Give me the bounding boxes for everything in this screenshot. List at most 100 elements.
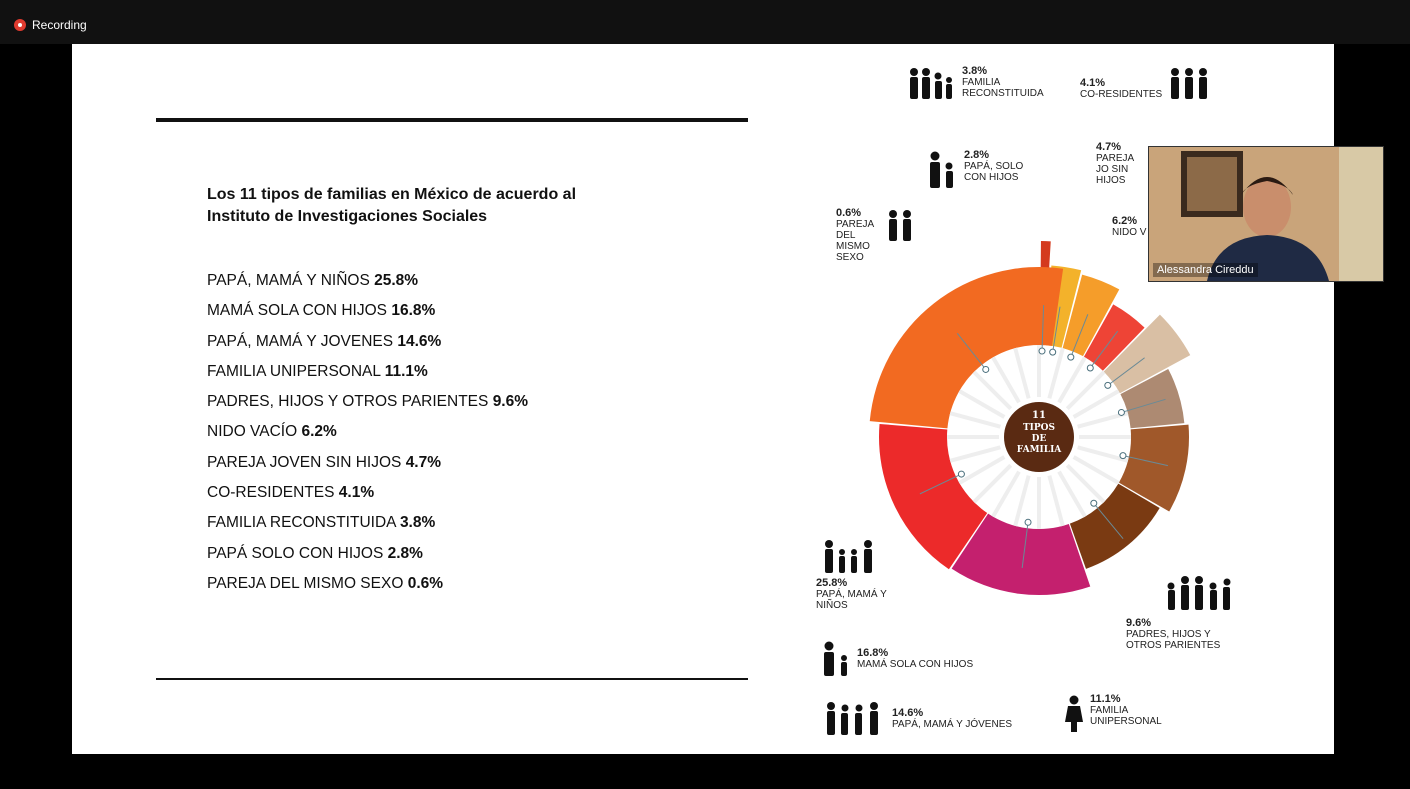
unipersonal-icon (1065, 695, 1083, 732)
list-item: MAMÁ SOLA CON HIJOS 16.8% (207, 296, 528, 326)
center-line-2: TIPOS (1023, 423, 1055, 433)
label-unipersonal: 11.1% FAMILIA UNIPERSONAL (1090, 693, 1170, 728)
list-item: PAPÁ, MAMÁ Y NIÑOS 25.8% (207, 266, 528, 296)
label-text: MAMÁ SOLA CON HIJOS (857, 659, 974, 670)
label-reconstituida: 3.8% FAMILIA RECONSTITUIDA (962, 66, 1044, 100)
participant-video-feed (1149, 147, 1383, 281)
item-value: 4.1% (338, 484, 375, 502)
center-spoke (1057, 470, 1087, 518)
family-donut-chart: 11 TIPOS DE FAMILIA (869, 241, 1191, 596)
center-spoke (958, 389, 1006, 419)
recording-indicator[interactable]: Recording (14, 18, 87, 32)
leader-line (1089, 330, 1119, 369)
presentation-slide: Los 11 tipos de familias en México de ac… (72, 44, 1334, 754)
center-spoke (949, 445, 1001, 463)
family-reconstituida-icon (910, 68, 952, 99)
donut-segment (1069, 483, 1160, 569)
label-pct: 11.1% (1090, 693, 1121, 705)
label-text: PAPÁ, MAMÁ Y JÓVENES (892, 719, 1013, 730)
item-name: PAPÁ, MAMÁ Y NIÑOS (207, 272, 370, 289)
center-spoke (1077, 411, 1129, 429)
center-spoke (949, 411, 1001, 429)
center-spoke (1065, 463, 1106, 504)
leader-line (1041, 305, 1045, 352)
list-item: CO-RESIDENTES 4.1% (207, 478, 528, 508)
leader-dot (1049, 348, 1057, 356)
top-divider (156, 118, 748, 122)
item-name: NIDO VACÍO (207, 423, 298, 441)
label-papa-solo: 2.8% PAPÁ, SOLO CON HIJOS (964, 150, 1034, 184)
leader-dot (1086, 364, 1094, 372)
leader-dot (1104, 381, 1112, 389)
item-value: 4.7% (405, 453, 442, 471)
center-spoke (1072, 455, 1120, 485)
label-pct: 4.1% (1080, 77, 1106, 89)
leader-line (1070, 314, 1089, 358)
recording-label: Recording (32, 18, 87, 32)
list-item: FAMILIA UNIPERSONAL 11.1% (207, 357, 528, 387)
coresidentes-icon (1171, 68, 1207, 99)
center-spoke (972, 370, 1013, 411)
leader-dot (1067, 353, 1075, 361)
leader-dot (1119, 452, 1127, 460)
center-spoke (1072, 389, 1120, 419)
label-pct: 4.7% (1096, 141, 1122, 153)
list-item: PAPÁ, MAMÁ Y JOVENES 14.6% (207, 327, 528, 357)
item-name: PAPÁ SOLO CON HIJOS (207, 544, 384, 562)
donut-segment (869, 267, 1064, 429)
label-mismo-sexo: 0.6% PAREJA DEL MISMO SEXO (836, 208, 882, 264)
item-name: FAMILIA UNIPERSONAL (207, 362, 381, 380)
label-text: PAREJA JO SIN HIJOS (1096, 153, 1134, 186)
chart-center-badge (1004, 402, 1074, 472)
item-name: PAREJA JOVEN SIN HIJOS (207, 453, 402, 471)
papa-solo-icon (930, 151, 953, 188)
record-icon (14, 19, 26, 31)
center-spoke (1013, 347, 1031, 399)
mama-sola-icon (824, 641, 847, 676)
center-spoke (991, 470, 1021, 518)
padres-hijos-otros-icon (1167, 576, 1231, 610)
leader-dot (957, 470, 965, 478)
center-spoke (1047, 347, 1065, 399)
label-otros: 9.6% PADRES, HIJOS Y OTROS PARIENTES (1126, 618, 1246, 652)
center-spoke (1047, 475, 1065, 527)
family-types-list: PAPÁ, MAMÁ Y NIÑOS 25.8% MAMÁ SOLA CON H… (207, 266, 528, 599)
donut-segments (869, 241, 1191, 596)
label-mama-sola: 16.8% MAMÁ SOLA CON HIJOS (857, 648, 974, 671)
leader-line (1122, 455, 1168, 467)
item-name: PAPÁ, MAMÁ Y JOVENES (207, 332, 394, 350)
mismo-sexo-icon (889, 210, 911, 241)
donut-segment (1062, 274, 1120, 357)
leader-line (956, 333, 987, 370)
donut-segment (1083, 304, 1145, 371)
papa-mama-ninos-icon (825, 540, 872, 573)
center-spoke (958, 455, 1006, 485)
participant-name: Alessandra Cireddu (1153, 263, 1258, 277)
label-text: CO-RESIDENTES (1080, 89, 1163, 100)
center-spoke (972, 463, 1013, 504)
participant-video-tile[interactable]: Alessandra Cireddu (1148, 146, 1384, 282)
item-value: 11.1% (384, 362, 428, 380)
bottom-divider (156, 678, 748, 680)
leader-line (1121, 398, 1166, 413)
leader-line (1093, 502, 1124, 540)
heading-line-1: Los 11 tipos de familias en México de ac… (207, 186, 577, 203)
item-name: MAMÁ SOLA CON HIJOS (207, 302, 388, 320)
leader-line (1107, 357, 1145, 386)
label-text: PADRES, HIJOS Y OTROS PARIENTES (1126, 629, 1221, 651)
leader-line (919, 473, 962, 495)
label-pct: 6.2% (1112, 215, 1138, 227)
donut-segment (951, 513, 1091, 596)
label-coresidentes: 4.1% CO-RESIDENTES (1080, 77, 1163, 101)
center-spoke (991, 356, 1021, 404)
label-nido: 6.2% NIDO V (1112, 215, 1147, 239)
meeting-top-bar: Recording (0, 0, 1410, 44)
label-text: NIDO V (1112, 227, 1147, 238)
label-jovenes: 14.6% PAPÁ, MAMÁ Y JÓVENES (892, 708, 1013, 731)
item-value: 14.6% (397, 332, 442, 350)
donut-segment (1120, 369, 1185, 429)
papa-mama-jovenes-icon (827, 702, 878, 735)
list-item: PAREJA DEL MISMO SEXO 0.6% (207, 569, 528, 599)
slide-heading: Los 11 tipos de familias en México de ac… (207, 184, 677, 228)
item-value: 2.8% (387, 544, 423, 562)
